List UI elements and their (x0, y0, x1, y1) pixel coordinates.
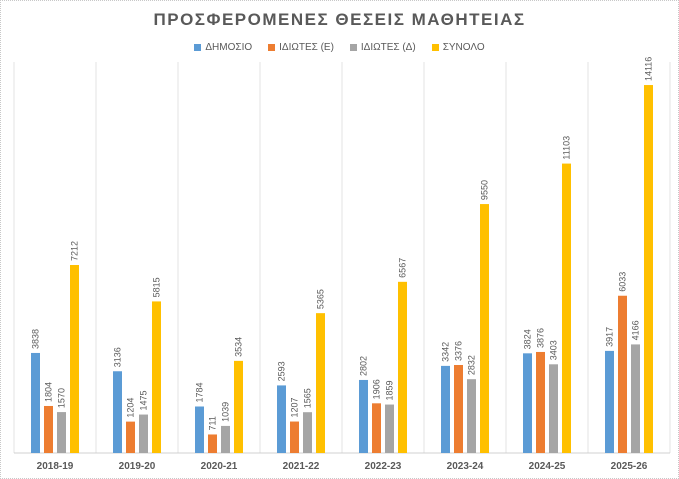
bar (480, 204, 489, 453)
legend-item: ΙΔΙΩΤΕΣ (Ε) (268, 42, 334, 53)
legend-label: ΣΥΝΟΛΟ (442, 42, 485, 53)
x-tick-label: 2021-22 (283, 461, 320, 472)
chart-title: ΠΡΟΣΦΕΡΟΜΕΝΕΣ ΘΕΣΕΙΣ ΜΑΘΗΤΕΙΑΣ (153, 10, 526, 29)
data-label: 3376 (454, 341, 464, 361)
legend-swatch (431, 44, 439, 51)
data-label: 3838 (31, 329, 41, 349)
bar (644, 85, 653, 453)
data-label: 6567 (398, 258, 408, 278)
data-label: 2593 (277, 361, 287, 381)
legend-item: ΣΥΝΟΛΟ (431, 42, 485, 53)
data-label: 14116 (644, 57, 654, 81)
x-tick-label: 2023-24 (447, 461, 484, 472)
data-label: 1906 (372, 379, 382, 399)
data-label: 3342 (441, 342, 451, 362)
legend-swatch (349, 44, 357, 51)
data-label: 1570 (57, 388, 67, 408)
bar (303, 412, 312, 453)
data-label: 1784 (195, 382, 205, 402)
legend-item: ΔΗΜΟΣΙΟ (194, 42, 252, 53)
data-label: 7212 (70, 241, 80, 261)
data-label: 3917 (605, 327, 615, 347)
data-label: 1204 (126, 398, 136, 418)
bar (277, 385, 286, 453)
data-label: 1039 (221, 402, 231, 422)
data-label: 2802 (359, 356, 369, 376)
x-tick-label: 2018-19 (37, 461, 74, 472)
data-label: 3824 (523, 329, 533, 349)
bar (290, 421, 299, 453)
bar (618, 295, 627, 453)
data-label: 711 (208, 416, 218, 430)
bar (70, 265, 79, 453)
data-label: 3876 (536, 328, 546, 348)
bar (372, 403, 381, 453)
x-tick-label: 2019-20 (119, 461, 156, 472)
bar (316, 313, 325, 453)
bar (562, 163, 571, 454)
data-label: 1804 (44, 382, 54, 402)
bar (398, 281, 407, 453)
data-label: 3403 (549, 340, 559, 360)
data-label: 5365 (316, 289, 326, 309)
bar (57, 412, 66, 453)
data-label: 1565 (303, 388, 313, 408)
x-tick-label: 2022-23 (365, 461, 402, 472)
x-tick-label: 2020-21 (201, 461, 238, 472)
bar (31, 352, 40, 453)
bar (359, 379, 368, 453)
bar (467, 379, 476, 453)
bar (44, 405, 53, 453)
data-label: 3534 (234, 337, 244, 357)
x-tick-label: 2024-25 (529, 461, 566, 472)
bar (234, 360, 243, 453)
legend-swatch (194, 44, 202, 51)
data-label: 1475 (139, 391, 149, 411)
bar (523, 353, 532, 453)
data-label: 9550 (480, 180, 490, 200)
bar (152, 301, 161, 453)
data-label: 4166 (631, 320, 641, 340)
bar (126, 421, 135, 453)
bar (454, 364, 463, 453)
bar (139, 414, 148, 453)
legend-label: ΙΔΙΩΤΕΣ (Ε) (279, 42, 334, 53)
data-label: 5815 (152, 277, 162, 297)
legend-label: ΙΔΙΩΤΕΣ (Δ) (360, 42, 416, 53)
legend-label: ΔΗΜΟΣΙΟ (205, 42, 253, 53)
data-label: 1207 (290, 398, 300, 418)
bar (221, 425, 230, 453)
x-tick-label: 2025-26 (611, 461, 648, 472)
legend-item: ΙΔΙΩΤΕΣ (Δ) (349, 42, 416, 53)
data-label: 11103 (562, 136, 572, 160)
data-label: 2832 (467, 355, 477, 375)
bar (208, 434, 217, 453)
bar (536, 351, 545, 453)
bar (549, 364, 558, 453)
legend-swatch (268, 44, 276, 51)
data-label: 3136 (113, 347, 123, 367)
bar (631, 344, 640, 453)
bar (113, 371, 122, 453)
data-label: 1859 (385, 381, 395, 401)
bar (195, 406, 204, 453)
data-label: 6033 (618, 272, 628, 292)
bar (605, 350, 614, 453)
bar (385, 404, 394, 453)
bar (441, 365, 450, 453)
chart-legend: ΔΗΜΟΣΙΟ ΙΔΙΩΤΕΣ (Ε) ΙΔΙΩΤΕΣ (Δ) ΣΥΝΟΛΟ (0, 42, 679, 53)
